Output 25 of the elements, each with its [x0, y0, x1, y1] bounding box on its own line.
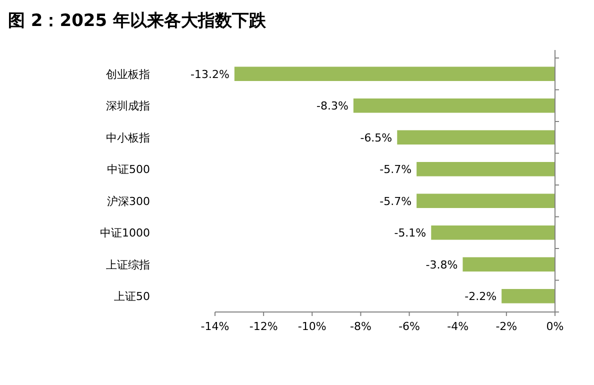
x-tick-label: -14%: [200, 320, 230, 333]
y-tick-label: 创业板指: [106, 68, 150, 81]
y-tick-label: 中证1000: [100, 226, 150, 240]
y-tick-label: 中证500: [107, 163, 150, 176]
y-tick-label: 中小板指: [106, 131, 150, 144]
data-label: -5.1%: [394, 226, 426, 240]
x-tick-label: -6%: [398, 320, 420, 333]
data-label: -6.5%: [360, 131, 392, 144]
data-label: -3.8%: [426, 258, 458, 272]
data-label: -5.7%: [380, 194, 412, 208]
y-tick-label: 上证50: [114, 290, 150, 304]
x-tick-label: -4%: [447, 320, 469, 333]
y-tick-label: 深圳成指: [106, 100, 150, 113]
x-tick-label: -8%: [350, 320, 372, 333]
chart-title: 图 2：2025 年以来各大指数下跌: [8, 11, 267, 31]
data-label: -13.2%: [190, 68, 230, 81]
x-tick-label: 0%: [546, 320, 564, 333]
x-tick-label: -12%: [249, 320, 278, 333]
y-tick-label: 沪深300: [107, 194, 150, 208]
x-tick-label: -10%: [298, 320, 326, 333]
data-label: -5.7%: [380, 163, 412, 176]
y-tick-label: 上证综指: [106, 258, 150, 272]
x-tick-label: -2%: [496, 320, 518, 333]
data-label: -2.2%: [464, 290, 497, 304]
data-label: -8.3%: [316, 100, 348, 113]
